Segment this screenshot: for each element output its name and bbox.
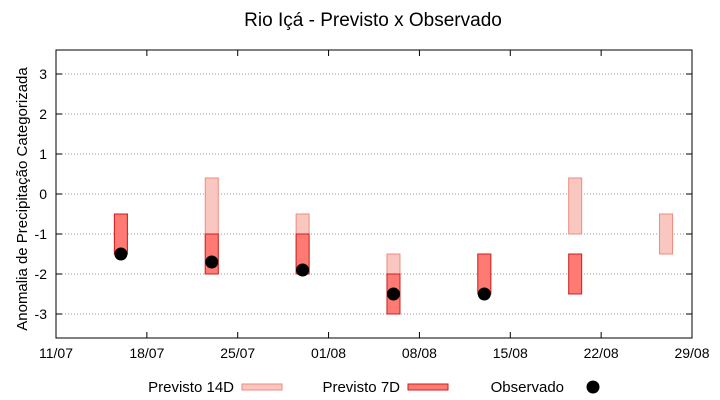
grid xyxy=(56,73,692,315)
x-tick-label: 15/08 xyxy=(493,345,528,361)
y-axis: -3 -2 -1 0 1 2 3 xyxy=(35,66,692,322)
observed-point xyxy=(296,263,310,277)
observed-point xyxy=(386,287,400,301)
legend-label: Observado xyxy=(491,379,564,396)
y-tick-label: -2 xyxy=(35,266,48,282)
range-bar xyxy=(568,177,583,235)
series-observado xyxy=(114,247,491,301)
x-tick-label: 08/08 xyxy=(402,345,437,361)
legend-label: Previsto 7D xyxy=(322,379,400,396)
legend: Previsto 14D Previsto 7D Observado xyxy=(148,379,600,396)
chart-title: Rio Içá - Previsto x Observado xyxy=(244,10,502,31)
x-tick-label: 01/08 xyxy=(311,345,346,361)
y-tick-label: -1 xyxy=(35,226,48,242)
observed-point xyxy=(477,287,491,301)
y-tick-label: -3 xyxy=(35,306,48,322)
x-tick-label: 18/07 xyxy=(129,345,164,361)
legend-swatch xyxy=(407,383,449,391)
x-tick-label: 22/08 xyxy=(584,345,619,361)
legend-marker xyxy=(586,380,600,394)
x-tick-label: 11/07 xyxy=(39,345,73,361)
range-bar xyxy=(568,253,583,295)
range-bar xyxy=(659,213,674,255)
legend-swatch xyxy=(241,383,283,391)
y-tick-label: 3 xyxy=(39,66,47,82)
x-tick-label: 25/07 xyxy=(220,345,255,361)
x-axis: 11/07 18/07 25/07 01/08 08/08 15/08 22/08 29/08 xyxy=(39,50,710,361)
y-tick-label: 2 xyxy=(39,106,47,122)
legend-label: Previsto 14D xyxy=(148,379,234,396)
observed-point xyxy=(205,255,219,269)
x-tick-label: 29/08 xyxy=(674,345,709,361)
y-tick-label: 0 xyxy=(39,186,47,202)
y-axis-label: Anomalia de Precipitação Categorizada xyxy=(14,67,31,331)
series-previsto-7d xyxy=(113,213,583,315)
observed-point xyxy=(114,247,128,261)
y-tick-label: 1 xyxy=(39,146,47,162)
